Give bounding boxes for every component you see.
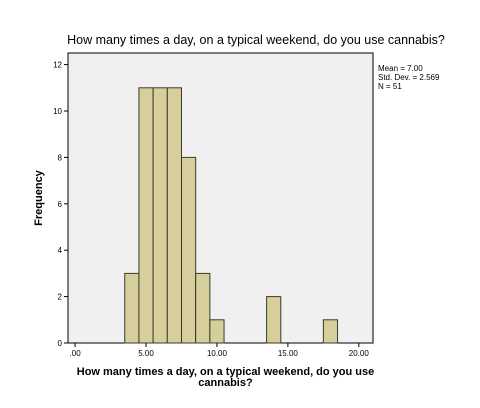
histogram-bar <box>180 156 197 344</box>
x-tick-label: 15.00 <box>278 349 299 358</box>
histogram-bar <box>166 87 182 344</box>
stat-n: N = 51 <box>378 82 402 91</box>
histogram-bar <box>322 319 339 344</box>
histogram-bar <box>195 272 211 344</box>
bars-group <box>124 87 339 344</box>
stat-mean: Mean = 7.00 <box>378 64 423 73</box>
statistics-box: Mean = 7.00 Std. Dev. = 2.569 N = 51 <box>378 64 440 91</box>
histogram-bar <box>124 272 140 344</box>
chart-title: How many times a day, on a typical weeke… <box>67 33 445 47</box>
histogram-bar <box>266 296 282 344</box>
histogram-bar <box>152 87 168 344</box>
plot-area <box>67 52 374 344</box>
y-tick-label: 6 <box>58 200 63 209</box>
x-axis-label-line-1: How many times a day, on a typical weeke… <box>77 366 375 378</box>
x-axis: .00 5.00 10.00 15.00 20.00 <box>70 343 370 358</box>
x-tick-label: 10.00 <box>207 349 228 358</box>
stat-std-dev: Std. Dev. = 2.569 <box>378 73 440 82</box>
histogram-bar <box>209 319 225 344</box>
histogram-bar <box>138 87 154 344</box>
y-tick-label: 12 <box>53 61 62 70</box>
x-tick-label: 20.00 <box>349 349 370 358</box>
y-tick-label: 0 <box>58 339 63 348</box>
y-axis: 0 2 4 6 8 10 12 <box>53 61 68 348</box>
x-tick-label: 5.00 <box>138 349 154 358</box>
y-tick-label: 2 <box>58 293 63 302</box>
y-tick-label: 10 <box>53 107 62 116</box>
x-axis-label-line-2: cannabis? <box>198 377 253 389</box>
y-tick-label: 8 <box>58 153 63 162</box>
y-axis-label: Frequency <box>33 169 45 226</box>
y-tick-label: 4 <box>58 246 63 255</box>
x-tick-label: .00 <box>70 349 82 358</box>
